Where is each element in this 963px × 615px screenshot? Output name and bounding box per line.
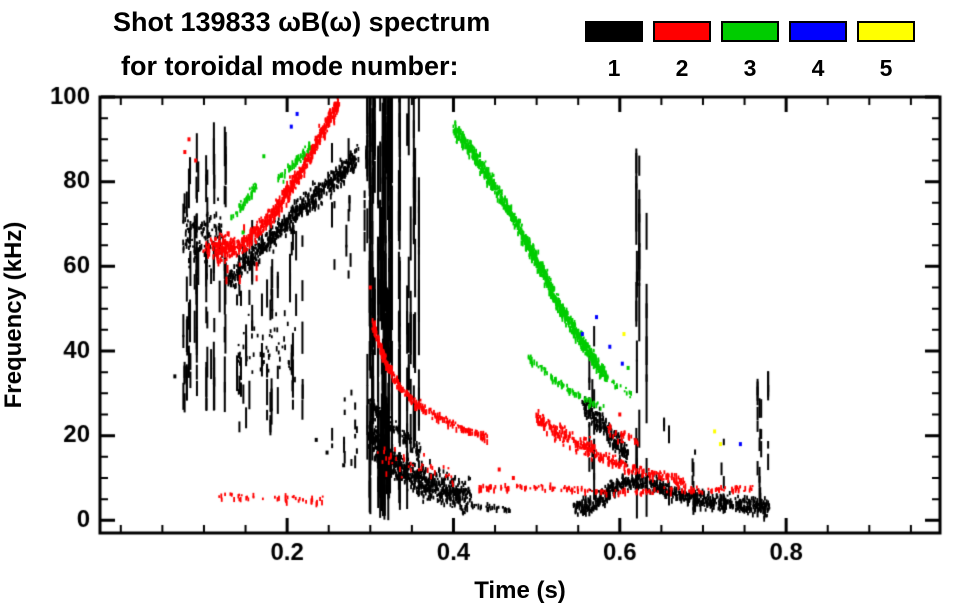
legend-label-mode-2: 2 [675,55,689,81]
x-axis-label: Time (s) [474,577,566,604]
legend-label-mode-1: 1 [607,55,621,81]
chart-subtitle: for toroidal mode number: [121,51,459,81]
y-axis-label: Frequency (kHz) [0,221,27,409]
legend-swatch-mode-3 [721,21,779,42]
chart-title: Shot 139833 ωB(ω) spectrum [113,7,491,37]
legend-swatch-mode-2 [653,21,711,42]
legend-label-mode-5: 5 [879,55,893,81]
legend-label-mode-4: 4 [811,55,825,81]
legend-label-mode-3: 3 [743,55,757,81]
legend-swatch-mode-5 [857,21,915,42]
legend-swatch-mode-4 [789,21,847,42]
legend-swatch-mode-1 [585,21,643,42]
